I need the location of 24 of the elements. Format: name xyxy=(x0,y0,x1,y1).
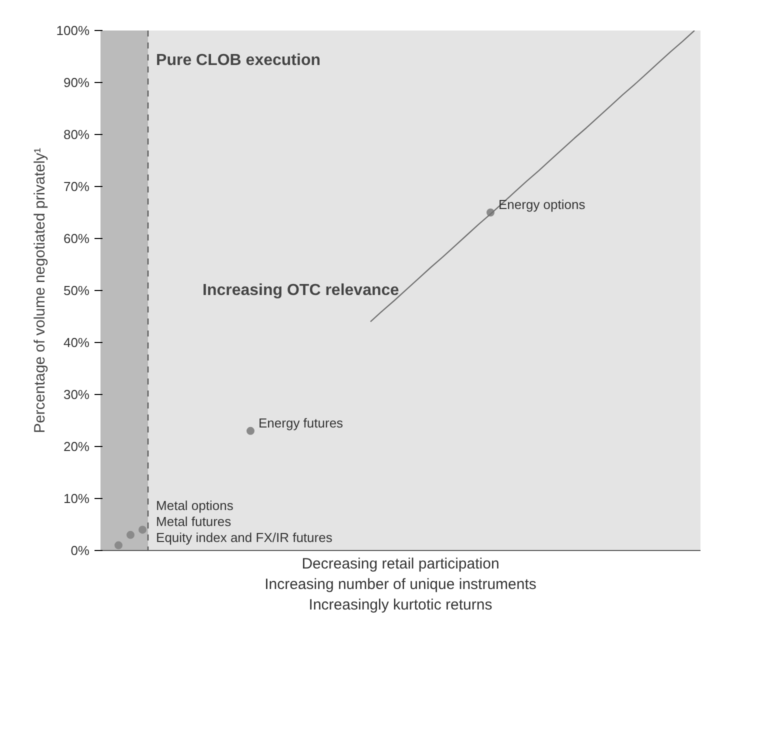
point xyxy=(138,526,146,534)
annotation: Metal futures xyxy=(156,514,232,529)
y-tick-label: 90% xyxy=(63,75,90,90)
y-tick-label: 0% xyxy=(70,543,90,558)
y-tick-label: 20% xyxy=(63,439,90,454)
y-tick-label: 80% xyxy=(63,127,90,142)
y-tick-label: 70% xyxy=(63,179,90,194)
y-tick-label: 30% xyxy=(63,387,90,402)
y-tick-label: 50% xyxy=(63,283,90,298)
annotation: Metal options xyxy=(156,498,234,513)
annotation: Energy futures xyxy=(258,415,344,430)
annotation: Pure CLOB execution xyxy=(156,52,321,69)
y-tick-label: 60% xyxy=(63,231,90,246)
point xyxy=(126,530,134,539)
annotation: Energy options xyxy=(498,197,586,212)
y-tick-label: 10% xyxy=(63,491,90,506)
annotation: Equity index and FX/IR futures xyxy=(156,530,333,545)
y-tick-label: 40% xyxy=(63,335,90,350)
annotation: Increasing OTC relevance xyxy=(202,282,400,299)
x-axis-title: Decreasing retail participation Increasing number of unique instruments Increasingly kurtotic returns xyxy=(264,556,536,614)
y-tick-label: 100% xyxy=(56,23,90,38)
point xyxy=(114,541,122,550)
point xyxy=(246,426,254,435)
y-axis-title: Percentage of volume negotiated privately¹ xyxy=(31,148,48,434)
